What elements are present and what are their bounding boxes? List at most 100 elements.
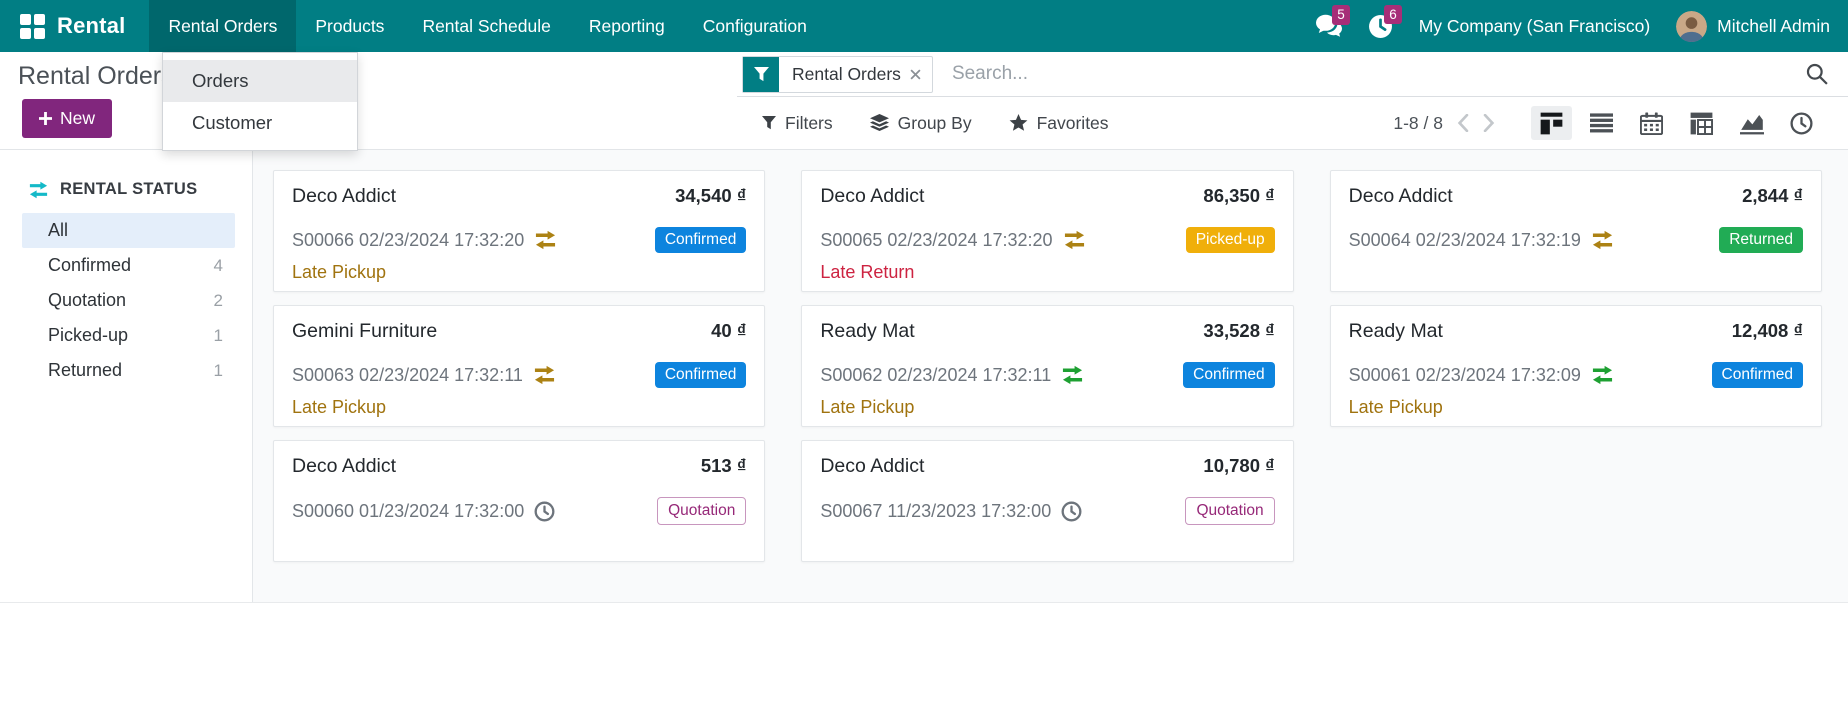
amount-value: 33,528 — [1203, 320, 1261, 341]
exchange-arrows-icon — [533, 365, 556, 385]
calendar-view-icon — [1640, 111, 1663, 135]
content-area: RENTAL STATUS All Confirmed 4 Quotation 2 Pic… — [0, 150, 1848, 603]
rental-order-card[interactable]: Deco Addict 10,780 ₫ S00067 11/23/2023 17:… — [801, 440, 1294, 562]
late-indicator: Late Pickup — [820, 397, 915, 417]
menu-item-reporting[interactable]: Reporting — [588, 15, 665, 36]
status-badge: Confirmed — [654, 362, 747, 388]
rental-status-item-all[interactable]: All — [22, 213, 235, 248]
graph-view-icon — [1739, 112, 1764, 135]
status-count: 4 — [213, 255, 223, 275]
order-amount: 10,780 ₫ — [1203, 455, 1274, 477]
search-bar[interactable]: Rental Orders Search... — [737, 52, 1848, 97]
clock-icon — [1061, 501, 1082, 522]
dropdown-item-orders[interactable]: Orders — [163, 60, 357, 102]
rental-status-item-quotation[interactable]: Quotation 2 — [22, 283, 235, 318]
status-count: 1 — [213, 360, 223, 380]
user-menu[interactable]: Mitchell Admin — [1717, 15, 1830, 36]
status-label: Returned — [48, 360, 123, 380]
status-label: Quotation — [48, 290, 127, 310]
rental-status-item-returned[interactable]: Returned 1 — [22, 353, 235, 388]
currency-symbol: ₫ — [1793, 320, 1804, 341]
amount-value: 513 — [700, 455, 732, 476]
order-amount: 513 ₫ — [701, 455, 747, 477]
status-badge: Quotation — [657, 497, 747, 525]
view-calendar-button[interactable] — [1631, 106, 1672, 140]
status-label: Picked-up — [48, 325, 129, 345]
status-badge: Confirmed — [1711, 362, 1803, 388]
view-activity-button[interactable] — [1781, 106, 1822, 140]
currency-symbol: ₫ — [1265, 455, 1275, 476]
rental-order-card[interactable]: Gemini Furniture 40 ₫ S00063 02/23/2024 17… — [273, 305, 766, 427]
rental-order-card[interactable]: Ready Mat 33,528 ₫ S00062 02/23/2024 17:32… — [801, 305, 1294, 427]
dropdown-item-customer[interactable]: Customer — [192, 112, 273, 133]
app-name: Rental — [57, 13, 126, 38]
rental-order-card[interactable]: Deco Addict 86,350 ₫ S00065 02/23/2024 17:… — [801, 170, 1294, 292]
rental-status-item-confirmed[interactable]: Confirmed 4 — [22, 248, 235, 283]
rental-orders-dropdown: Orders Customer — [162, 52, 358, 151]
customer-name: Deco Addict — [820, 185, 925, 207]
rental-order-card[interactable]: Ready Mat 12,408 ₫ S00061 02/23/2024 17:32… — [1329, 305, 1822, 427]
status-badge: Returned — [1719, 227, 1803, 253]
late-indicator: Late Pickup — [292, 397, 387, 417]
exchange-arrows-icon — [28, 181, 49, 199]
exchange-arrows-icon — [1061, 365, 1084, 385]
reference-text: S00060 01/23/2024 17:32:00 — [292, 500, 525, 521]
search-icon[interactable] — [1806, 63, 1828, 85]
pager-next-icon[interactable] — [1483, 114, 1495, 132]
late-indicator — [820, 534, 1274, 554]
menu-item-rental-schedule[interactable]: Rental Schedule — [422, 15, 551, 36]
amount-value: 2,844 — [1742, 185, 1789, 206]
favorites-button[interactable]: Favorites — [1009, 113, 1109, 134]
rental-order-card[interactable]: Deco Addict 513 ₫ S00060 01/23/2024 17:32:… — [273, 440, 766, 562]
amount-value: 40 — [711, 320, 732, 341]
amount-value: 10,780 — [1203, 455, 1261, 476]
currency-symbol: ₫ — [736, 455, 747, 476]
reference-text: S00067 11/23/2023 17:32:00 — [820, 500, 1052, 521]
kanban-grid: Deco Addict 34,540 ₫ S00066 02/23/2024 17:… — [273, 170, 1822, 562]
currency-symbol: ₫ — [1793, 185, 1804, 206]
view-graph-button[interactable] — [1731, 106, 1772, 140]
exchange-arrows-icon — [1591, 365, 1614, 385]
facet-label: Rental Orders — [792, 63, 901, 84]
messages-button[interactable]: 5 — [1315, 5, 1351, 38]
view-list-button[interactable] — [1581, 106, 1622, 140]
activities-button[interactable]: 6 — [1368, 4, 1403, 39]
currency-symbol: ₫ — [736, 320, 747, 341]
star-icon — [1009, 114, 1028, 132]
rental-order-card[interactable]: Deco Addict 34,540 ₫ S00066 02/23/2024 17:… — [273, 170, 766, 292]
chat-bubbles-icon — [1315, 14, 1342, 38]
order-reference: S00063 02/23/2024 17:32:11 — [292, 365, 556, 386]
view-pivot-button[interactable] — [1681, 106, 1722, 140]
currency-symbol: ₫ — [1265, 320, 1275, 341]
status-label: Confirmed — [48, 255, 132, 275]
messages-counter-badge: 5 — [1331, 5, 1351, 25]
apps-home-button[interactable]: Rental — [0, 0, 149, 52]
menu-item-products[interactable]: Products — [315, 15, 385, 36]
search-facet-rental-orders[interactable]: Rental Orders — [742, 55, 933, 93]
menu-item-configuration[interactable]: Configuration — [702, 15, 807, 36]
pager-previous-icon[interactable] — [1457, 114, 1469, 132]
filter-funnel-icon — [743, 56, 779, 92]
rental-status-list: All Confirmed 4 Quotation 2 Picked-up 1 Returne… — [0, 213, 252, 388]
filters-button[interactable]: Filters — [762, 113, 833, 134]
late-indicator: Late Return — [820, 262, 915, 282]
rental-order-card[interactable]: Deco Addict 2,844 ₫ S00064 02/23/2024 17:3… — [1329, 170, 1822, 292]
group-by-button[interactable]: Group By — [869, 113, 972, 134]
new-button[interactable]: New — [22, 99, 113, 138]
order-amount: 12,408 ₫ — [1732, 320, 1803, 342]
currency-symbol: ₫ — [736, 185, 747, 206]
search-input[interactable]: Search... — [951, 63, 1028, 84]
menu-item-rental-orders[interactable]: Rental Orders — [149, 0, 297, 52]
order-amount: 33,528 ₫ — [1203, 320, 1274, 342]
view-kanban-button[interactable] — [1531, 106, 1572, 140]
avatar[interactable] — [1676, 10, 1708, 42]
status-label: All — [48, 220, 69, 240]
exchange-arrows-icon — [534, 230, 557, 250]
reference-text: S00062 02/23/2024 17:32:11 — [820, 364, 1052, 385]
rental-status-item-picked-up[interactable]: Picked-up 1 — [22, 318, 235, 353]
status-badge: Quotation — [1185, 497, 1275, 525]
facet-remove-icon[interactable] — [910, 57, 932, 92]
company-switcher[interactable]: My Company (San Francisco) — [1418, 15, 1651, 36]
order-amount: 40 ₫ — [711, 320, 746, 342]
view-switcher — [1531, 106, 1822, 140]
